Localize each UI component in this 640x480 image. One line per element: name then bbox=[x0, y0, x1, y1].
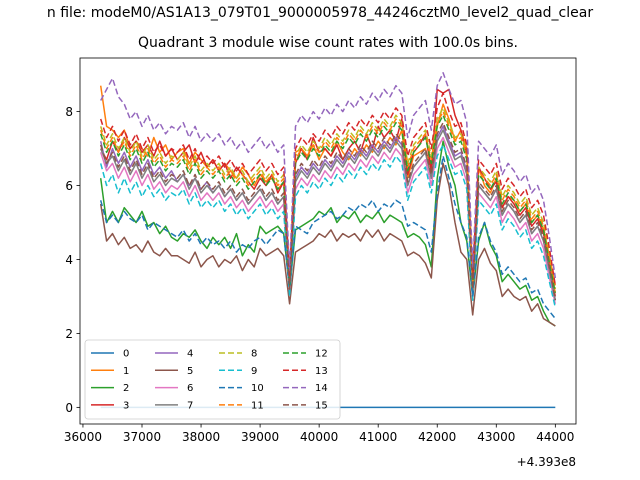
legend-label-10: 10 bbox=[251, 383, 264, 394]
legend-label-1: 1 bbox=[123, 366, 129, 377]
figure-suptitle: n file: modeM0/AS1A13_079T01_9000005978_… bbox=[46, 5, 594, 21]
series-line-14 bbox=[100, 72, 557, 279]
y-tick-label: 0 bbox=[65, 401, 73, 415]
x-tick-label: 44000 bbox=[536, 430, 574, 444]
legend-label-4: 4 bbox=[187, 349, 193, 360]
legend-label-15: 15 bbox=[315, 400, 328, 411]
chart-title: Quadrant 3 module wise count rates with … bbox=[138, 35, 518, 51]
x-tick-label: 39000 bbox=[241, 430, 279, 444]
x-offset-label: +4.393e8 bbox=[517, 455, 576, 469]
legend-label-7: 7 bbox=[187, 400, 193, 411]
x-tick-label: 40000 bbox=[300, 430, 338, 444]
legend-label-14: 14 bbox=[315, 383, 328, 394]
legend-label-13: 13 bbox=[315, 366, 328, 377]
series-line-13 bbox=[99, 92, 557, 286]
legend-label-2: 2 bbox=[123, 383, 129, 394]
series-line-2 bbox=[99, 140, 556, 327]
legend-label-11: 11 bbox=[251, 400, 264, 411]
legend-label-0: 0 bbox=[123, 349, 129, 360]
x-tick-label: 36000 bbox=[64, 430, 102, 444]
y-tick-label: 8 bbox=[65, 105, 73, 119]
x-tick-label: 41000 bbox=[359, 430, 397, 444]
legend-label-8: 8 bbox=[251, 349, 257, 360]
series-line-6 bbox=[99, 136, 557, 304]
axes-frame bbox=[79, 57, 577, 425]
x-tick-label: 42000 bbox=[418, 430, 456, 444]
series-group bbox=[99, 72, 557, 409]
x-tick-label: 37000 bbox=[123, 430, 161, 444]
y-tick-label: 6 bbox=[65, 179, 73, 193]
x-tick-label: 43000 bbox=[477, 430, 515, 444]
legend-label-12: 12 bbox=[315, 349, 328, 360]
series-line-12 bbox=[99, 114, 557, 293]
series-line-11 bbox=[99, 110, 557, 293]
legend-label-3: 3 bbox=[123, 400, 129, 411]
y-tick-label: 4 bbox=[65, 253, 73, 267]
x-tick-label: 38000 bbox=[182, 430, 220, 444]
y-tick-label: 2 bbox=[65, 327, 73, 341]
legend-label-9: 9 bbox=[251, 366, 257, 377]
legend-label-6: 6 bbox=[187, 383, 193, 394]
series-line-5 bbox=[99, 162, 556, 327]
series-line-8 bbox=[99, 107, 557, 290]
series-line-7 bbox=[100, 129, 557, 301]
legend-label-5: 5 bbox=[187, 366, 193, 377]
legend-box bbox=[84, 339, 341, 420]
